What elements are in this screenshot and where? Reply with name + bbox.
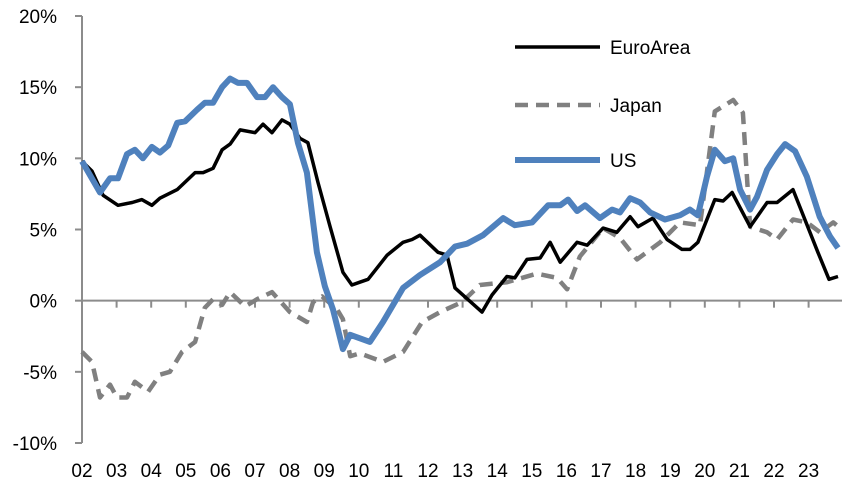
x-tick-label: 21 bbox=[729, 461, 750, 482]
x-tick-label: 03 bbox=[106, 461, 127, 482]
x-tick-label: 06 bbox=[210, 461, 231, 482]
y-tick-label: 10% bbox=[19, 149, 57, 170]
legend-label-japan: Japan bbox=[610, 96, 662, 117]
y-tick-label: 5% bbox=[30, 221, 58, 242]
series-lines bbox=[79, 75, 842, 400]
x-tick-label: 04 bbox=[141, 461, 163, 482]
y-tick-label: 0% bbox=[30, 292, 58, 313]
series-line-japan bbox=[80, 97, 842, 400]
x-tick-label: 08 bbox=[279, 461, 300, 482]
x-tick-label: 09 bbox=[314, 461, 335, 482]
legend-label-euroarea: EuroArea bbox=[610, 38, 691, 59]
y-tick-label: -10% bbox=[13, 434, 57, 455]
series-line-us bbox=[79, 75, 841, 353]
x-tick-label: 19 bbox=[660, 461, 681, 482]
x-tick-label: 23 bbox=[798, 461, 819, 482]
y-tick-label: 20% bbox=[19, 7, 57, 28]
x-tick-label: 11 bbox=[384, 461, 404, 482]
x-tick-label: 12 bbox=[417, 461, 438, 482]
x-tick-label: 14 bbox=[487, 461, 509, 482]
x-tick-label: 10 bbox=[348, 461, 369, 482]
x-tick-label: 02 bbox=[71, 461, 92, 482]
legend: EuroArea Japan US bbox=[515, 38, 691, 172]
axes: -10% -5% 0% 5% 10% 15% 20% 02 03 04 05 06 07 08 09 10 11… bbox=[13, 7, 842, 482]
legend-label-us: US bbox=[610, 151, 636, 172]
x-tick-label: 16 bbox=[556, 461, 577, 482]
y-tick-label: 15% bbox=[19, 78, 57, 99]
x-tick-label: 07 bbox=[244, 461, 265, 482]
x-tick-label: 17 bbox=[590, 461, 611, 482]
x-tick-label: 18 bbox=[625, 461, 646, 482]
x-tick-label: 13 bbox=[452, 461, 473, 482]
x-tick-label: 20 bbox=[694, 461, 715, 482]
y-tick-label: -5% bbox=[23, 363, 57, 384]
x-tick-label: 05 bbox=[175, 461, 196, 482]
series-line-euroarea bbox=[80, 118, 839, 314]
x-tick-label: 15 bbox=[521, 461, 542, 482]
x-tick-label: 22 bbox=[763, 461, 784, 482]
